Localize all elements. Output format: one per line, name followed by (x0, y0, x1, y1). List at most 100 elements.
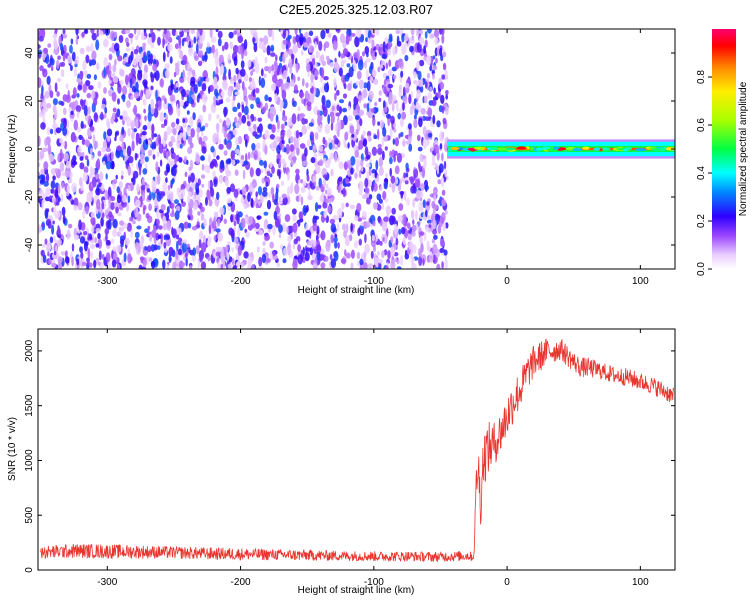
noise-speck (418, 117, 423, 128)
noise-speck (297, 76, 301, 82)
noise-speck (93, 74, 97, 81)
noise-speck (323, 82, 330, 93)
noise-speck (400, 131, 404, 138)
x-tick-label: 0 (504, 577, 510, 588)
noise-speck (381, 202, 385, 211)
noise-speck (79, 162, 85, 170)
noise-speck (101, 212, 105, 219)
noise-speck (174, 43, 179, 50)
noise-speck (172, 128, 177, 136)
noise-speck (151, 260, 156, 269)
noise-speck (178, 191, 184, 200)
noise-speck (45, 187, 51, 196)
noise-speck (283, 50, 289, 59)
noise-speck (234, 116, 238, 124)
noise-speck (81, 31, 85, 38)
noise-speck (63, 107, 67, 116)
noise-speck (344, 131, 349, 141)
noise-speck (410, 209, 415, 220)
noise-speck (273, 210, 278, 221)
noise-speck (361, 93, 364, 101)
noise-speck (330, 234, 335, 244)
noise-region (38, 29, 450, 269)
noise-speck (305, 230, 311, 238)
noise-speck (316, 251, 321, 261)
noise-speck (189, 264, 193, 269)
noise-speck (433, 190, 438, 196)
noise-speck (422, 138, 428, 149)
noise-speck (384, 198, 389, 203)
noise-speck (360, 159, 364, 168)
noise-speck (304, 31, 309, 39)
noise-speck (277, 200, 283, 205)
noise-speck (147, 111, 152, 123)
noise-speck (73, 205, 78, 211)
noise-speck (277, 119, 280, 130)
noise-speck (155, 89, 158, 101)
noise-speck (198, 238, 202, 249)
x-tick-label: -300 (97, 577, 117, 588)
noise-speck (257, 126, 260, 134)
noise-speck (354, 215, 359, 221)
noise-speck (390, 236, 394, 244)
noise-speck (116, 244, 122, 253)
noise-speck (372, 78, 379, 85)
noise-speck (350, 167, 354, 175)
noise-speck (119, 115, 124, 120)
noise-speck (228, 68, 232, 80)
noise-speck (183, 239, 188, 244)
noise-speck (131, 177, 134, 183)
noise-speck (265, 181, 269, 187)
noise-speck (199, 60, 202, 66)
noise-speck (405, 82, 410, 89)
noise-speck (346, 63, 351, 68)
y-tick-label: 0 (24, 567, 35, 573)
noise-speck (301, 125, 308, 135)
noise-speck (113, 31, 118, 38)
noise-speck (377, 66, 381, 73)
noise-speck (445, 222, 449, 229)
noise-speck (142, 192, 146, 202)
noise-speck (425, 209, 428, 218)
noise-speck (161, 191, 166, 197)
noise-speck (270, 187, 275, 195)
noise-speck (318, 144, 324, 152)
noise-speck (77, 146, 82, 155)
noise-speck (99, 171, 104, 181)
noise-speck (342, 93, 348, 99)
noise-speck (401, 226, 406, 235)
noise-speck (427, 132, 433, 138)
noise-speck (125, 47, 131, 52)
noise-speck (150, 29, 154, 35)
noise-speck (209, 187, 215, 197)
noise-speck (251, 68, 255, 73)
noise-speck (54, 82, 58, 93)
noise-speck (122, 148, 127, 157)
noise-speck (398, 84, 402, 93)
noise-speck (185, 257, 188, 267)
noise-speck (257, 266, 264, 269)
noise-speck (429, 33, 435, 39)
noise-speck (390, 215, 396, 222)
noise-speck (57, 240, 61, 248)
noise-speck (383, 178, 389, 183)
noise-speck (285, 143, 290, 155)
noise-speck (293, 84, 298, 94)
noise-speck (363, 103, 368, 109)
noise-speck (139, 159, 145, 165)
noise-speck (104, 106, 108, 114)
noise-speck (207, 256, 211, 262)
noise-speck (217, 30, 223, 39)
noise-speck (243, 105, 249, 116)
colorbar-label: Normalized spectral amplitude (738, 81, 749, 216)
noise-speck (76, 78, 82, 83)
noise-speck (195, 188, 200, 196)
noise-speck (182, 130, 187, 142)
band-blob (582, 146, 590, 150)
band-blob (652, 148, 663, 152)
noise-speck (38, 54, 41, 59)
noise-speck (278, 170, 281, 180)
noise-speck (292, 155, 297, 164)
noise-speck (133, 170, 139, 179)
